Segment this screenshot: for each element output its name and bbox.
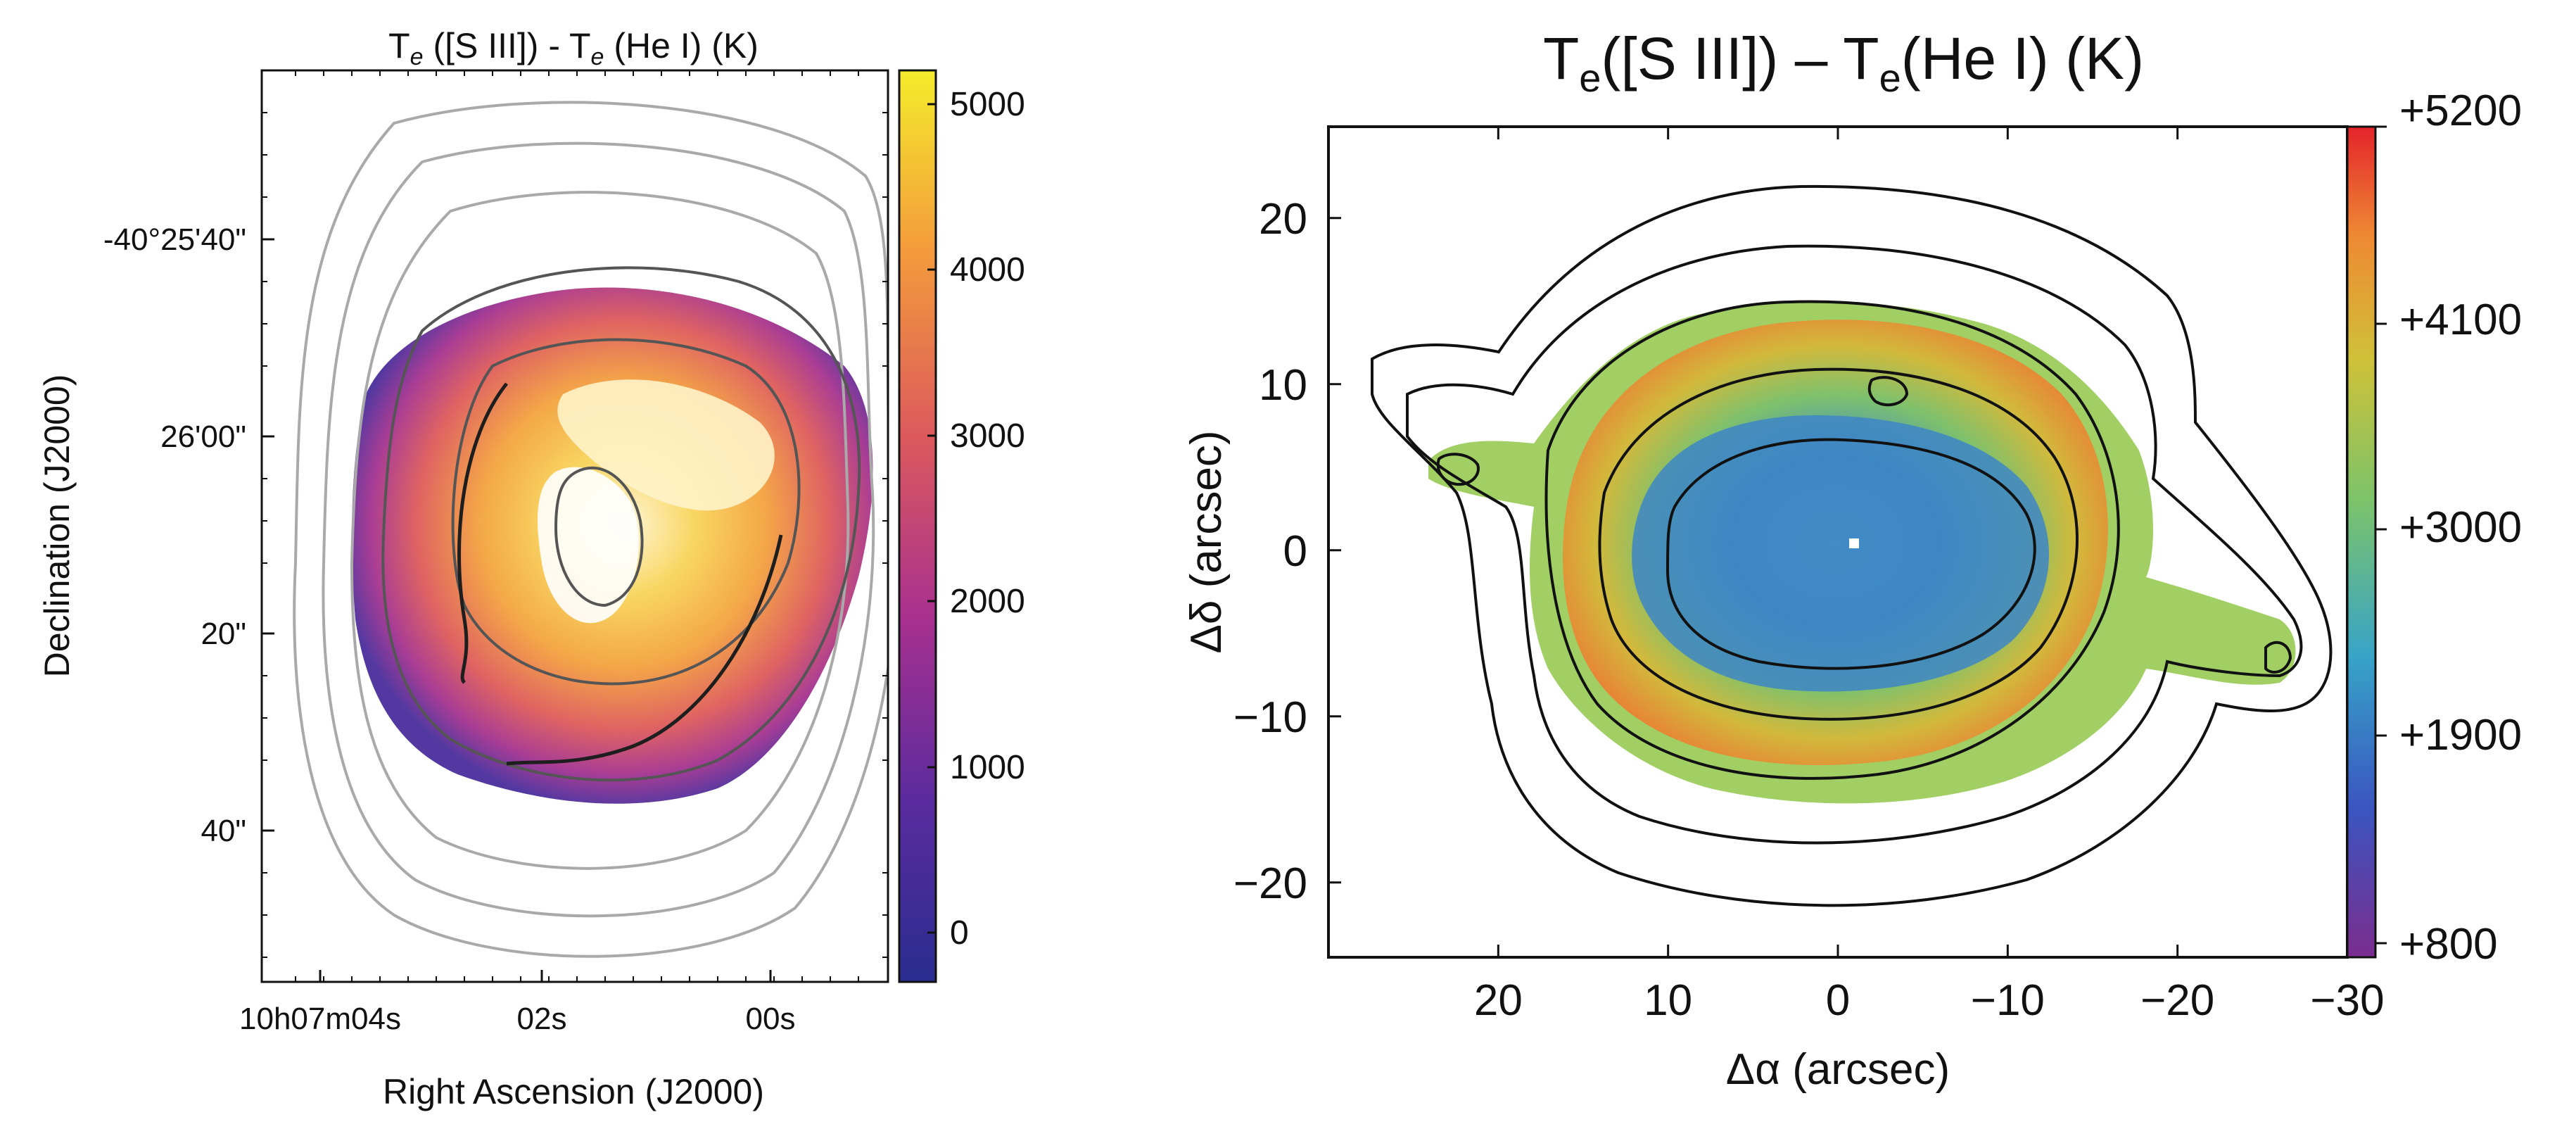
right-colorbar xyxy=(2346,125,2377,959)
right-y-tick-label: −10 xyxy=(1233,693,1307,742)
right-colorbar-tick-label: +3000 xyxy=(2399,503,2522,552)
left-colorbar-tick-label: 1000 xyxy=(950,749,1025,786)
right-y-axis-label: Δδ (arcsec) xyxy=(1182,430,1231,653)
left-colorbar-tick-label: 5000 xyxy=(950,86,1025,123)
right-x-tick-label: −10 xyxy=(1971,976,2045,1025)
left-heatmap xyxy=(293,101,888,958)
left-y-tick-label: -40°25'40" xyxy=(103,222,246,257)
right-colorbar-ticks xyxy=(2375,125,2387,945)
left-panel: Te ([S III]) - Te (He I) (K) xyxy=(37,26,1025,1111)
left-colorbar-tick-label: 4000 xyxy=(950,251,1025,289)
right-colorbar-tick-label: +800 xyxy=(2399,920,2498,969)
right-title: Te([S III]) – Te(He I) (K) xyxy=(1543,25,2144,100)
left-y-tick-label: 20" xyxy=(201,617,246,651)
right-panel: Te([S III]) – Te(He I) (K) xyxy=(1182,25,2522,1094)
left-colorbar-tick-label: 2000 xyxy=(950,583,1025,620)
left-colorbar-tick-label: 3000 xyxy=(950,417,1025,455)
left-x-tick-label: 10h07m04s xyxy=(239,1002,401,1036)
right-x-tick-label: −30 xyxy=(2310,976,2384,1025)
right-x-tick-label: 10 xyxy=(1644,976,1692,1025)
left-colorbar xyxy=(898,69,937,983)
right-x-tick-label: 20 xyxy=(1474,976,1523,1025)
right-x-tick-label: 0 xyxy=(1826,976,1850,1025)
right-colorbar-tick-label: +1900 xyxy=(2399,711,2522,759)
right-heatmap xyxy=(1371,184,2333,907)
right-colorbar-tick-label: +5200 xyxy=(2399,87,2522,135)
left-x-tick-label: 00s xyxy=(746,1002,796,1036)
right-y-tick-label: 0 xyxy=(1283,527,1307,576)
right-colorbar-tick-label: +4100 xyxy=(2399,296,2522,344)
left-minor-ticks xyxy=(262,70,888,982)
left-y-axis-label: Declination (J2000) xyxy=(37,374,77,678)
left-y-tick-label: 40" xyxy=(201,814,246,848)
right-x-axis-label: Δα (arcsec) xyxy=(1726,1045,1950,1094)
left-colorbar-tick-label: 0 xyxy=(950,914,969,952)
right-x-axis: 20 10 0 −10 −20 −30 xyxy=(1474,127,2385,1025)
right-x-tick-label: −20 xyxy=(2140,976,2214,1025)
right-y-tick-label: 10 xyxy=(1259,361,1307,410)
left-y-tick-label: 26'00" xyxy=(160,420,246,454)
left-title: Te ([S III]) - Te (He I) (K) xyxy=(388,26,759,70)
right-y-axis: 20 10 0 −10 −20 xyxy=(1233,195,1341,908)
left-x-tick-label: 02s xyxy=(517,1002,567,1036)
right-y-tick-label: −20 xyxy=(1233,859,1307,908)
left-axes-frame xyxy=(260,69,889,983)
right-y-tick-label: 20 xyxy=(1259,195,1307,244)
left-x-axis-label: Right Ascension (J2000) xyxy=(383,1072,764,1111)
